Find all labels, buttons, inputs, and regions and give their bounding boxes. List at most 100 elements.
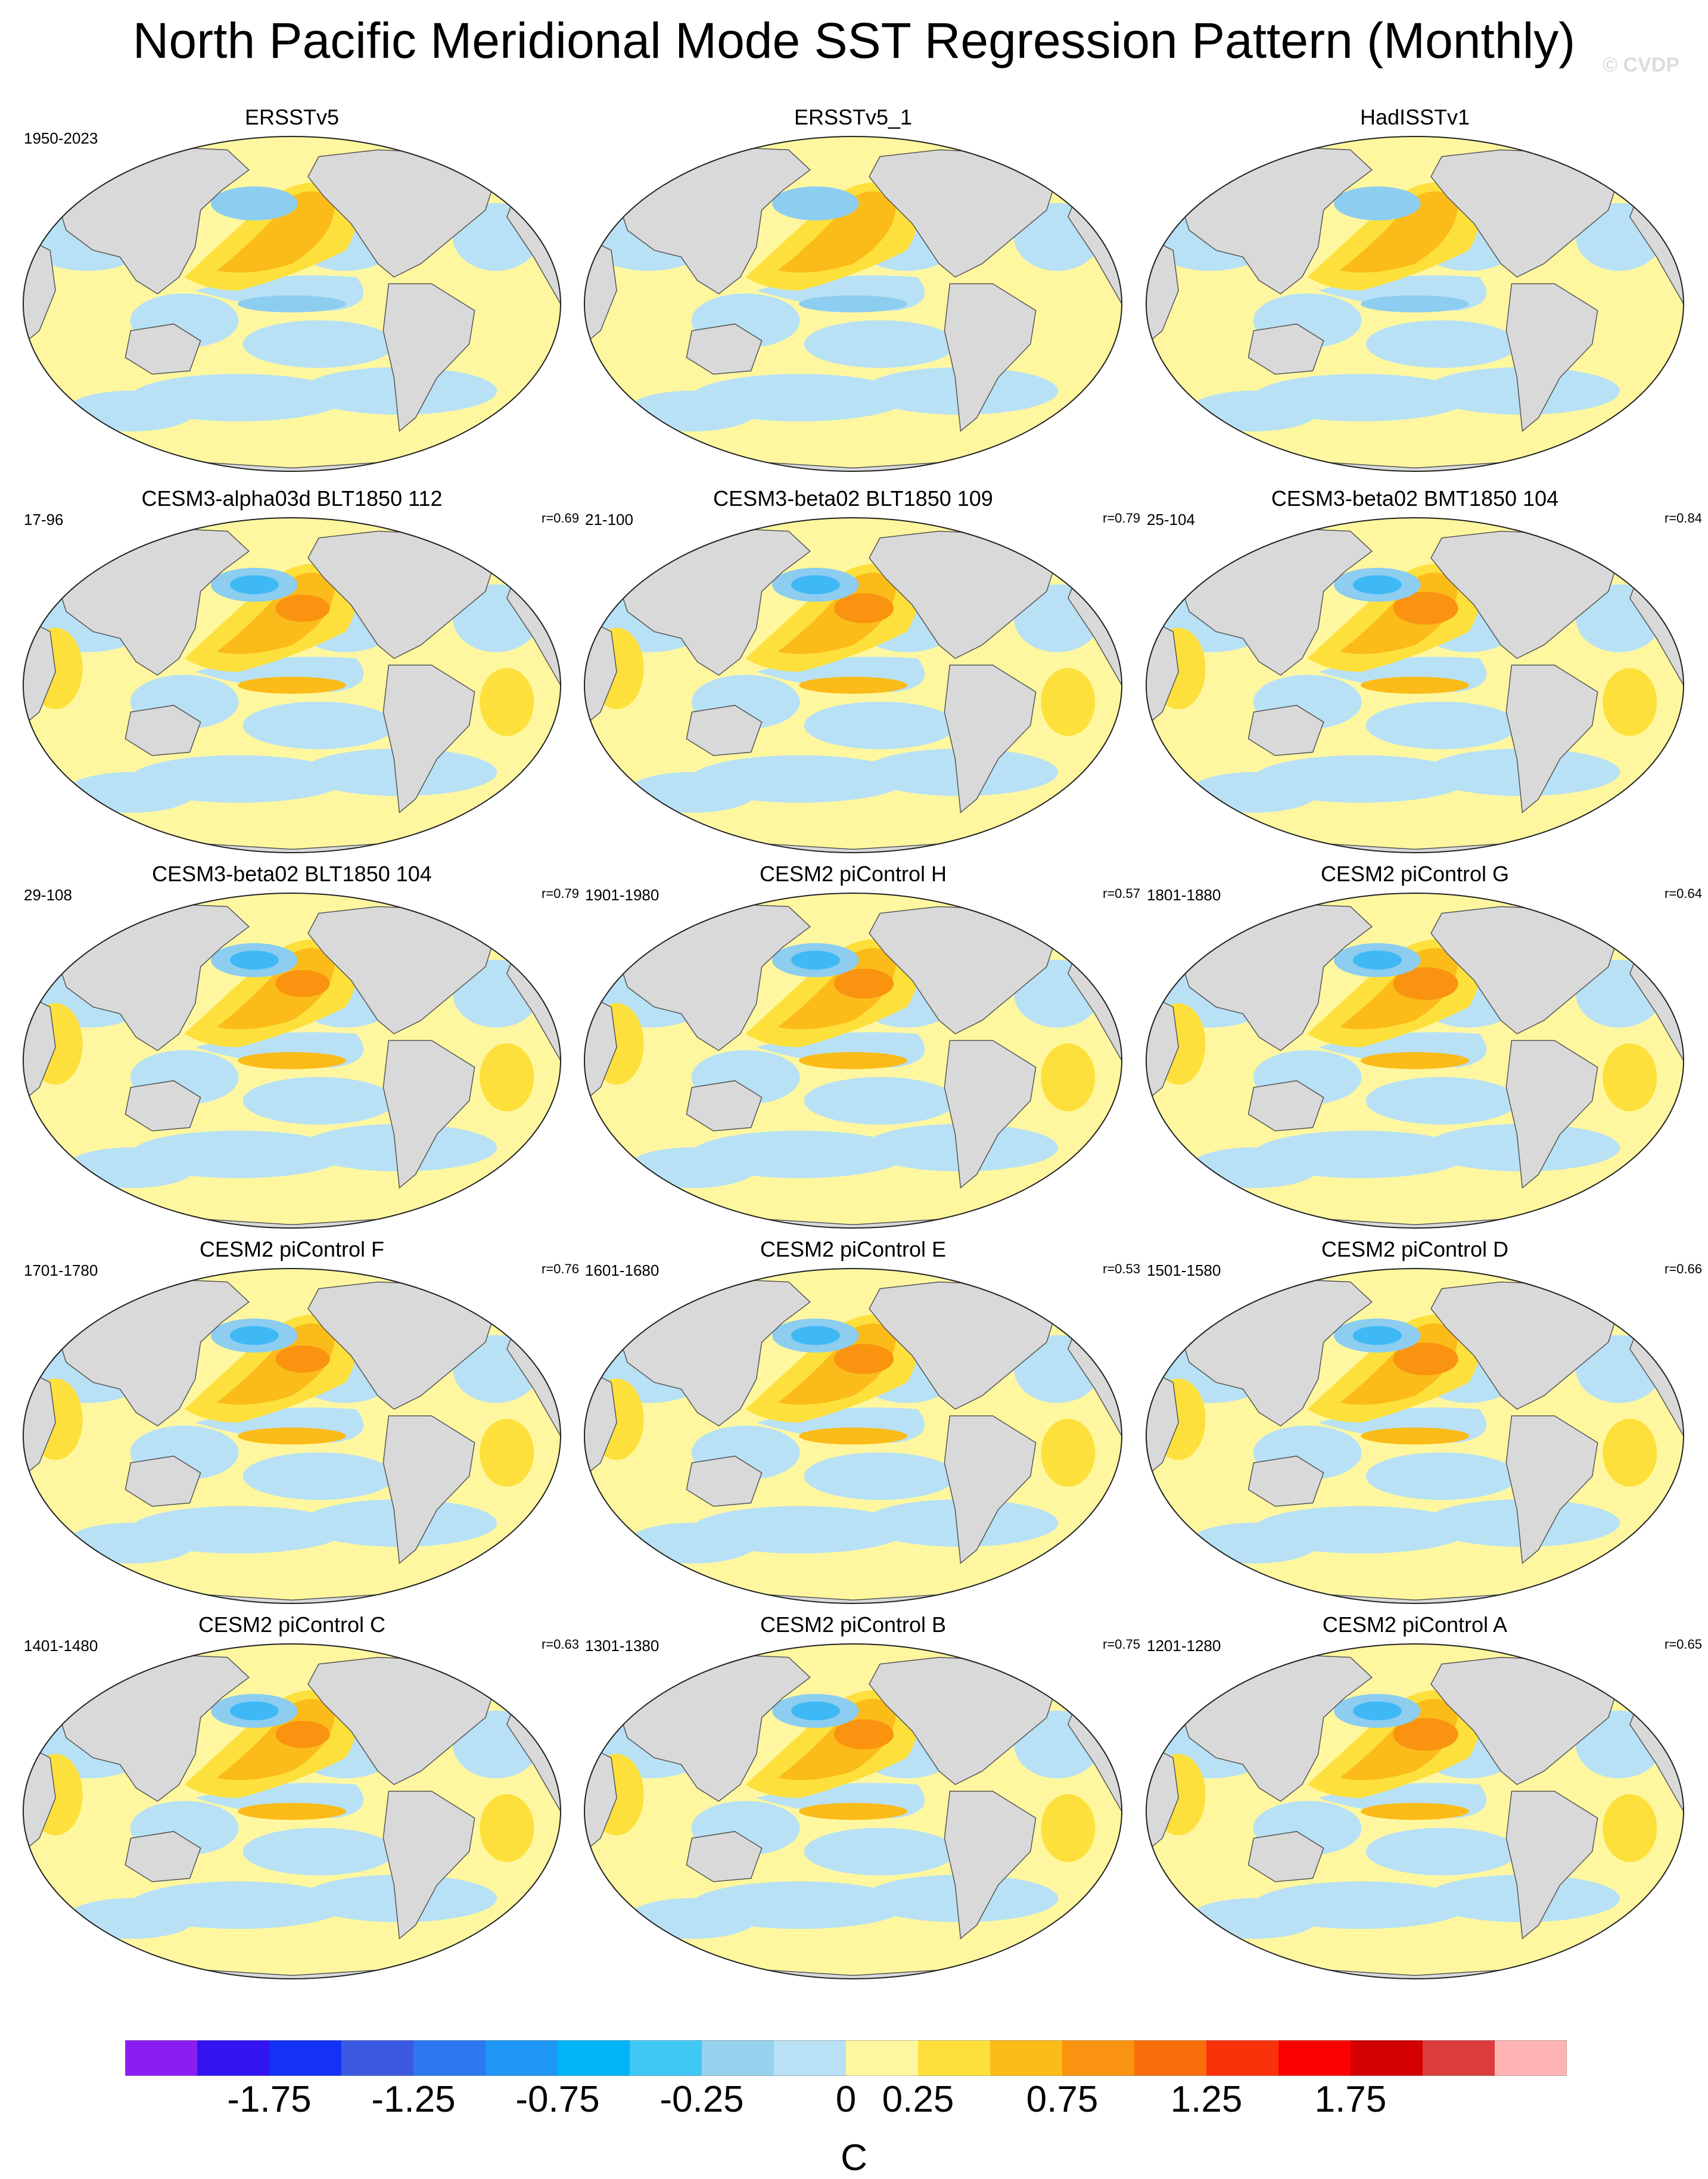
sst-anomaly-patch bbox=[480, 1043, 534, 1112]
colorbar-swatch bbox=[269, 2040, 342, 2076]
south-america-land bbox=[944, 664, 1037, 814]
south-america-land bbox=[382, 1791, 475, 1940]
equatorial-anomaly bbox=[799, 295, 907, 313]
australia-land bbox=[1247, 1080, 1324, 1132]
map-border bbox=[584, 136, 1122, 472]
greenland-land bbox=[468, 524, 518, 552]
greenland-land bbox=[1029, 1650, 1079, 1678]
sst-anomaly-patch bbox=[804, 1452, 956, 1500]
map-border bbox=[584, 517, 1122, 853]
colorbar-swatch bbox=[1062, 2040, 1135, 2076]
warm-band-peak bbox=[833, 968, 894, 999]
greenland-land bbox=[1591, 1650, 1641, 1678]
panel-period: 1401-1480 bbox=[24, 1637, 98, 1655]
south-america-land bbox=[1505, 1415, 1598, 1565]
panel-title: CESM2 piControl A bbox=[1322, 1612, 1508, 1637]
kuroshio-cool-core bbox=[229, 1701, 279, 1721]
equatorial-anomaly bbox=[238, 1052, 346, 1070]
colorbar-swatch bbox=[1423, 2040, 1495, 2076]
kuroshio-cool-core bbox=[229, 1326, 279, 1345]
page-title: North Pacific Meridional Mode SST Regres… bbox=[132, 13, 1576, 69]
south-america-land bbox=[382, 283, 475, 433]
equatorial-anomaly bbox=[1361, 1427, 1469, 1445]
panel-period: 1901-1980 bbox=[585, 886, 659, 904]
sst-anomaly-patch bbox=[804, 1827, 956, 1876]
sst-anomaly-patch bbox=[1603, 668, 1657, 736]
map-panel: CESM2 piControl A 1201-1280 r=0.65 bbox=[1135, 1612, 1702, 1987]
australia-land bbox=[125, 1830, 201, 1882]
panel-period: 25-104 bbox=[1147, 511, 1195, 529]
warm-band-peak bbox=[275, 1345, 330, 1373]
australia-land bbox=[125, 704, 201, 756]
greenland-land bbox=[1591, 142, 1641, 171]
colorbar-tick-label: 0.75 bbox=[1026, 2079, 1099, 2120]
equatorial-anomaly bbox=[799, 1802, 907, 1820]
south-america-land bbox=[944, 1791, 1037, 1940]
colorbar-swatch bbox=[558, 2040, 630, 2076]
colorbar-tick-label: 1.75 bbox=[1314, 2079, 1387, 2120]
colorbar-swatch bbox=[1134, 2040, 1207, 2076]
colorbar-tick-label: -0.75 bbox=[515, 2079, 600, 2120]
map-svg bbox=[1146, 517, 1684, 853]
panel-period: 1301-1380 bbox=[585, 1637, 659, 1655]
warm-band-peak bbox=[275, 594, 330, 622]
colorbar-swatch bbox=[1278, 2040, 1351, 2076]
colorbar-tick-label: -0.25 bbox=[659, 2079, 744, 2120]
equatorial-anomaly bbox=[1361, 676, 1469, 694]
panel-title: CESM2 piControl H bbox=[759, 862, 947, 886]
map-border bbox=[23, 517, 561, 853]
colorbar-swatch bbox=[125, 2040, 198, 2076]
south-america-land bbox=[1505, 664, 1598, 814]
kuroshio-cool-core bbox=[1352, 575, 1402, 595]
colorbar-unit-label: C bbox=[841, 2137, 867, 2178]
panel-correlation: r=0.79 bbox=[1103, 511, 1140, 526]
map-svg bbox=[1146, 893, 1684, 1229]
sst-anomaly-patch bbox=[1603, 1419, 1657, 1487]
panel-period: 1801-1880 bbox=[1147, 886, 1221, 904]
map-border bbox=[1146, 517, 1684, 853]
colorbar-swatch bbox=[1206, 2040, 1279, 2076]
south-america-land bbox=[944, 1415, 1037, 1565]
south-america-land bbox=[382, 1415, 475, 1565]
equatorial-anomaly bbox=[238, 1802, 346, 1820]
south-america-land bbox=[944, 283, 1037, 433]
panel-correlation: r=0.79 bbox=[542, 886, 579, 901]
panel-correlation: r=0.57 bbox=[1103, 886, 1140, 901]
map-panel: CESM2 piControl C 1401-1480 r=0.63 bbox=[12, 1612, 579, 1987]
panel-correlation: r=0.84 bbox=[1665, 511, 1702, 526]
map-border bbox=[23, 136, 561, 472]
panel-correlation: r=0.69 bbox=[542, 511, 579, 526]
sst-anomaly-patch bbox=[480, 1794, 534, 1863]
map-svg bbox=[584, 1268, 1122, 1604]
panel-correlation: r=0.64 bbox=[1665, 886, 1702, 901]
equatorial-anomaly bbox=[238, 1427, 346, 1445]
greenland-land bbox=[468, 899, 518, 928]
australia-land bbox=[1247, 704, 1324, 756]
map-panel: CESM2 piControl B 1301-1380 r=0.75 bbox=[573, 1612, 1140, 1987]
panel-title: CESM2 piControl D bbox=[1321, 1237, 1509, 1261]
map-panel: CESM3-alpha03d BLT1850 112 17-96 r=0.69 bbox=[12, 486, 579, 861]
equatorial-anomaly bbox=[1361, 1802, 1469, 1820]
australia-land bbox=[125, 1080, 201, 1132]
sst-anomaly-patch bbox=[804, 1077, 956, 1125]
panel-title: CESM2 piControl B bbox=[760, 1612, 947, 1637]
australia-land bbox=[1247, 1830, 1324, 1882]
panel-period: 29-108 bbox=[24, 886, 72, 904]
map-svg bbox=[584, 893, 1122, 1229]
panel-correlation: r=0.75 bbox=[1103, 1637, 1140, 1652]
panel-title: CESM2 piControl G bbox=[1320, 862, 1510, 886]
colorbar-swatch bbox=[413, 2040, 486, 2076]
panel-title: CESM3-beta02 BMT1850 104 bbox=[1271, 486, 1559, 511]
map-svg bbox=[1146, 1268, 1684, 1604]
map-border bbox=[1146, 1268, 1684, 1604]
sst-anomaly-patch bbox=[1365, 1452, 1518, 1500]
greenland-land bbox=[468, 1275, 518, 1303]
map-border bbox=[1146, 1643, 1684, 1979]
panel-title: ERSSTv5_1 bbox=[794, 105, 913, 129]
map-panel: ERSSTv5_1 bbox=[573, 104, 1133, 480]
colorbar-swatch bbox=[1495, 2040, 1567, 2076]
equatorial-anomaly bbox=[799, 1052, 907, 1070]
kuroshio-cool-core bbox=[791, 575, 840, 595]
sst-anomaly-patch bbox=[1041, 668, 1096, 736]
